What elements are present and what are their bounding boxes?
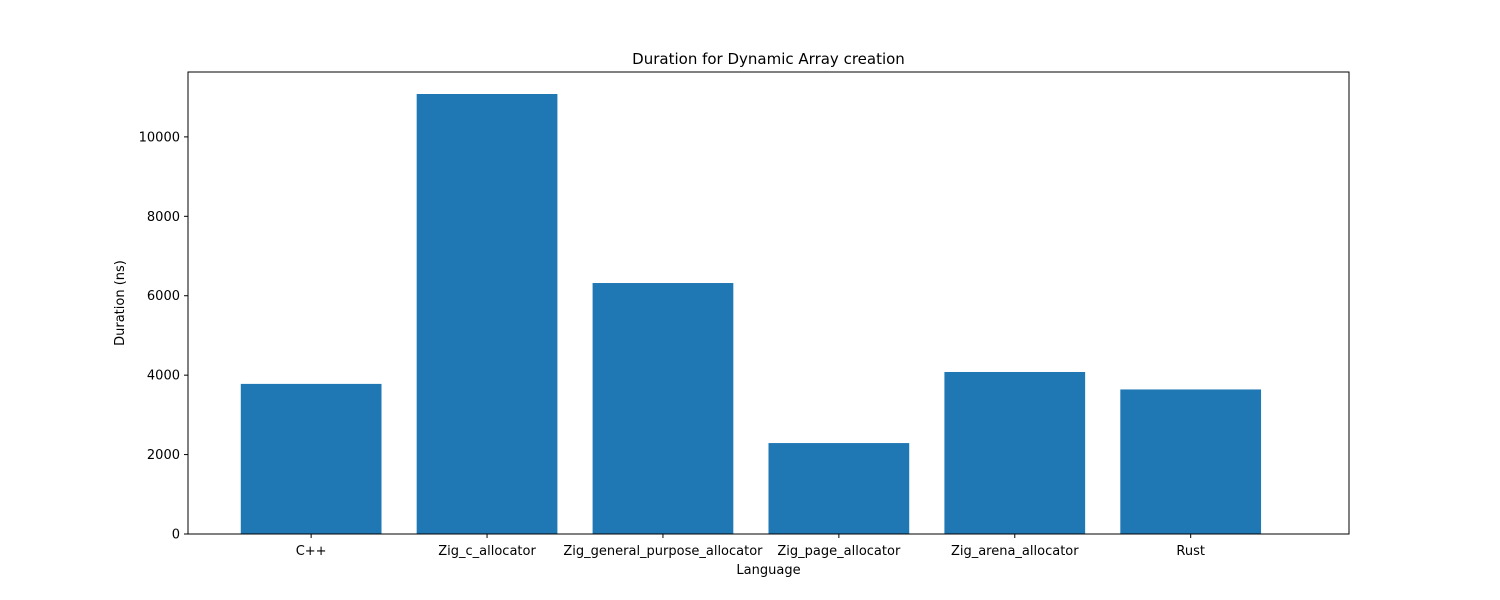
y-tick-label: 0	[172, 528, 180, 543]
x-tick-label: Rust	[1176, 544, 1205, 559]
y-tick-label: 4000	[147, 369, 180, 384]
chart-title: Duration for Dynamic Array creation	[632, 50, 905, 68]
y-tick-label: 6000	[147, 289, 180, 304]
bar-rust	[1120, 389, 1262, 534]
y-tick-label: 10000	[139, 130, 180, 145]
x-tick-label: Zig_arena_allocator	[951, 544, 1079, 559]
x-tick-label: C++	[296, 544, 327, 559]
y-axis: 0 2000 4000 6000 8000 10000	[139, 130, 188, 543]
bar-zig-c-allocator	[416, 94, 558, 534]
x-axis-label: Language	[736, 563, 800, 578]
plot-area-frame	[187, 71, 1350, 535]
y-tick-label: 8000	[147, 210, 180, 225]
x-tick-label: Zig_page_allocator	[777, 544, 901, 559]
y-axis-label: Duration (ns)	[113, 260, 128, 346]
x-tick-label: Zig_general_purpose_allocator	[563, 544, 763, 559]
bar-c-	[240, 383, 382, 534]
bars-group	[240, 94, 1262, 534]
x-tick-label: Zig_c_allocator	[438, 544, 536, 559]
bar-zig-general-purpose-allocator	[592, 283, 734, 534]
bar-zig-page-allocator	[768, 443, 910, 534]
y-tick-label: 2000	[147, 448, 180, 463]
x-axis: C++ Zig_c_allocator Zig_general_purpose_al…	[296, 534, 1205, 559]
bar-zig-arena-allocator	[944, 371, 1086, 534]
